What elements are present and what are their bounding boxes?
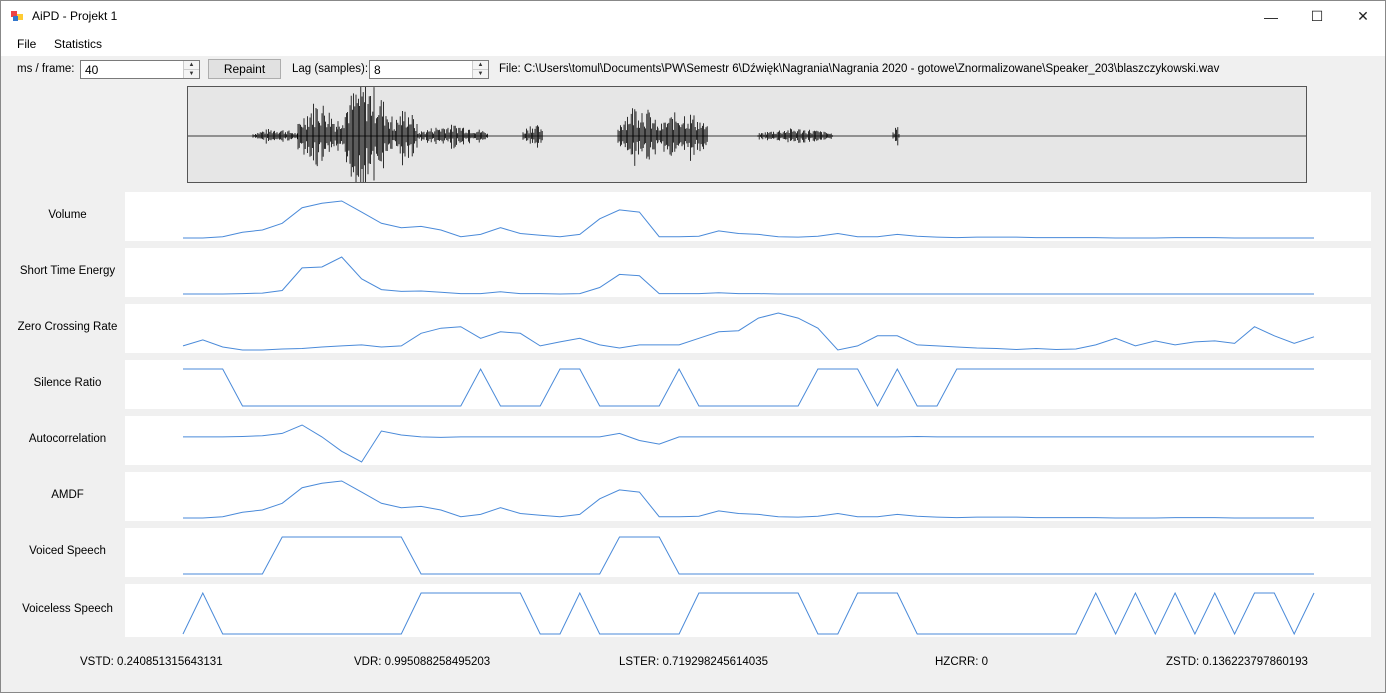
zero-crossing-rate-series-line (182, 312, 1315, 351)
amdf-plot (125, 472, 1371, 521)
voiced-speech-plot (125, 528, 1371, 577)
ms-increment-button[interactable]: ▲ (184, 61, 199, 70)
ms-decrement-button[interactable]: ▼ (184, 70, 199, 78)
lag-label: Lag (samples): (292, 63, 369, 75)
voiceless-speech-chart (182, 591, 1315, 636)
voiced-speech-label: Voiced Speech (29, 544, 106, 557)
lag-decrement-button[interactable]: ▼ (473, 70, 488, 78)
voiceless-speech-series-line (182, 591, 1315, 636)
ms-spin-buttons: ▲ ▼ (183, 61, 199, 78)
silence-ratio-label: Silence Ratio (33, 376, 102, 389)
menu-file[interactable]: File (17, 37, 37, 51)
menu-statistics[interactable]: Statistics (54, 37, 103, 51)
silence-ratio-chart (183, 367, 1314, 408)
volume-chart (183, 200, 1314, 239)
repaint-button[interactable]: Repaint (208, 59, 281, 79)
zero-crossing-rate-label: Zero Crossing Rate (17, 320, 118, 333)
short-time-energy-label: Short Time Energy (19, 264, 116, 277)
autocorrelation-plot (125, 416, 1371, 465)
lag-value: 8 (374, 63, 381, 77)
stat-lster: LSTER: 0.719298245614035 (619, 656, 768, 668)
volume-series-line (183, 200, 1314, 239)
short-time-energy-chart (183, 256, 1314, 295)
window-title: AiPD - Projekt 1 (32, 9, 118, 23)
stat-vdr: VDR: 0.995088258495203 (354, 656, 491, 668)
lag-stepper[interactable]: 8 ▲ ▼ (369, 60, 489, 79)
maximize-button[interactable]: ☐ (1294, 1, 1340, 32)
amdf-series-line (183, 480, 1314, 519)
lag-spin-buttons: ▲ ▼ (472, 61, 488, 78)
voiced-speech-chart (183, 536, 1314, 575)
waveform-trace (188, 83, 1306, 188)
waveform-plot (188, 83, 1306, 188)
title-bar: AiPD - Projekt 1 — ☐ ✕ (1, 1, 1385, 32)
voiceless-speech-label: Voiceless Speech (22, 602, 113, 615)
minimize-button[interactable]: — (1248, 1, 1294, 32)
amdf-chart (183, 480, 1314, 519)
zero-crossing-rate-plot (125, 304, 1371, 353)
amdf-label: AMDF (51, 488, 84, 501)
silence-ratio-plot (125, 360, 1371, 409)
app-icon (11, 11, 23, 21)
voiced-speech-series-line (183, 536, 1314, 575)
voiceless-speech-plot (125, 584, 1371, 637)
ms-per-frame-value: 40 (85, 63, 99, 77)
maximize-icon: ☐ (1310, 8, 1324, 24)
minimize-icon: — (1264, 8, 1278, 25)
ms-per-frame-stepper[interactable]: 40 ▲ ▼ (80, 60, 200, 79)
menu-bar: File Statistics (1, 32, 1385, 56)
file-path-label: File: C:\Users\tomul\Documents\PW\Semest… (499, 63, 1220, 75)
autocorrelation-chart (183, 424, 1314, 463)
zero-crossing-rate-chart (182, 312, 1315, 351)
short-time-energy-plot (125, 248, 1371, 297)
stat-zstd: ZSTD: 0.136223797860193 (1166, 656, 1308, 668)
stat-hzcrr: HZCRR: 0 (935, 656, 989, 668)
volume-label: Volume (48, 208, 87, 221)
volume-plot (125, 192, 1371, 241)
autocorrelation-series-line (183, 424, 1314, 463)
short-time-energy-series-line (183, 256, 1314, 295)
autocorrelation-label: Autocorrelation (28, 432, 107, 445)
close-icon: ✕ (1357, 8, 1369, 24)
lag-increment-button[interactable]: ▲ (473, 61, 488, 70)
silence-ratio-series-line (183, 367, 1314, 408)
waveform-panel (187, 83, 1307, 188)
stat-vstd: VSTD: 0.240851315643131 (80, 656, 223, 668)
close-button[interactable]: ✕ (1340, 1, 1386, 32)
ms-per-frame-label: ms / frame: (17, 63, 75, 75)
